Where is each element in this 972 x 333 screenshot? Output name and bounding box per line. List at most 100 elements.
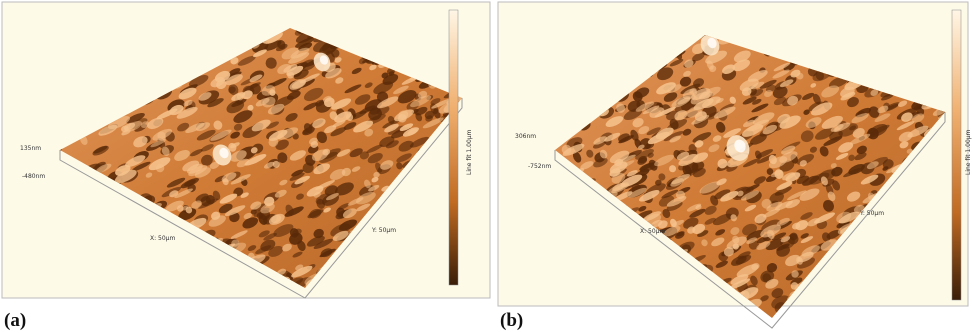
texture-blob <box>708 144 720 153</box>
texture-blob <box>242 217 259 229</box>
texture-blob <box>335 182 354 196</box>
texture-blob <box>732 235 740 244</box>
texture-blob <box>909 312 919 318</box>
texture-blob <box>694 140 704 148</box>
texture-blob <box>899 141 909 149</box>
texture-blob <box>868 106 880 118</box>
texture-blob <box>422 117 444 129</box>
texture-blob <box>364 128 374 137</box>
texture-blob <box>799 160 807 167</box>
texture-blob <box>183 99 193 107</box>
texture-blob <box>228 86 236 94</box>
texture-blob <box>680 83 701 95</box>
texture-blob <box>776 181 793 191</box>
texture-blob <box>635 148 654 160</box>
texture-blob <box>684 162 699 174</box>
texture-blob <box>616 160 635 170</box>
texture-blob <box>228 68 241 76</box>
texture-blob <box>766 201 783 212</box>
texture-blob <box>294 175 310 185</box>
texture-blob <box>359 151 370 160</box>
texture-blob <box>313 238 333 249</box>
texture-blob <box>787 190 807 201</box>
texture-blob <box>795 220 809 231</box>
texture-blob <box>888 307 902 316</box>
texture-blob <box>785 254 801 267</box>
texture-blob <box>712 135 722 142</box>
texture-blob <box>309 208 322 219</box>
texture-blob <box>679 76 692 87</box>
texture-blob <box>313 191 321 198</box>
texture-blob <box>150 138 167 148</box>
texture-blob <box>692 132 712 143</box>
texture-blob <box>799 188 820 201</box>
texture-blob <box>766 168 774 175</box>
texture-blob <box>716 178 727 186</box>
texture-blob <box>666 84 682 94</box>
texture-blob <box>780 236 791 243</box>
texture-blob <box>701 239 708 247</box>
texture-blob <box>593 136 608 145</box>
texture-blob <box>399 123 414 132</box>
texture-blob <box>230 230 248 240</box>
texture-blob <box>607 312 617 318</box>
texture-blob <box>875 307 884 314</box>
texture-blob <box>279 179 288 186</box>
texture-blob <box>289 150 306 161</box>
texture-blob <box>225 74 243 86</box>
texture-blob <box>145 172 153 178</box>
texture-blob <box>410 95 432 108</box>
texture-blob <box>332 120 346 128</box>
texture-blob <box>264 40 282 51</box>
texture-blob <box>197 198 219 209</box>
texture-blob <box>754 150 762 160</box>
texture-blob <box>322 95 332 103</box>
texture-blob <box>669 165 677 173</box>
texture-blob <box>323 207 331 213</box>
texture-blob <box>640 315 659 318</box>
texture-blob <box>742 124 764 137</box>
texture-blob <box>697 230 709 237</box>
texture-blob <box>255 98 270 107</box>
texture-blob <box>156 108 178 120</box>
texture-blob <box>766 263 778 273</box>
texture-blob <box>819 146 829 157</box>
texture-blob <box>779 151 798 163</box>
texture-blob <box>322 148 331 156</box>
texture-blob <box>373 171 380 178</box>
texture-blob <box>943 312 945 318</box>
texture-blob <box>307 235 325 247</box>
texture-blob <box>303 123 313 134</box>
texture-blob <box>838 142 854 153</box>
texture-blob <box>642 211 662 222</box>
texture-blob <box>114 169 137 184</box>
texture-blob <box>638 190 660 202</box>
texture-blob <box>779 79 794 88</box>
texture-blob <box>326 193 339 201</box>
texture-blob <box>635 101 655 112</box>
texture-blob <box>369 64 377 71</box>
texture-blob <box>737 251 751 260</box>
texture-blob <box>177 122 190 132</box>
texture-blob <box>250 147 258 154</box>
texture-blob <box>431 98 452 109</box>
y-axis-label: Y: 50µm <box>859 210 884 217</box>
texture-blob <box>771 288 784 299</box>
texture-blob <box>803 109 810 115</box>
texture-blob <box>750 89 764 98</box>
texture-blob <box>224 205 246 217</box>
texture-blob <box>632 91 643 102</box>
texture-blob <box>723 247 734 257</box>
texture-blob <box>310 141 319 148</box>
texture-blob <box>586 149 594 158</box>
texture-blob <box>704 217 716 225</box>
texture-blob <box>371 176 379 183</box>
texture-blob <box>368 108 382 121</box>
base-edge <box>554 112 946 329</box>
texture-blob <box>887 316 894 318</box>
texture-blob <box>165 200 184 212</box>
texture-blob <box>133 136 148 148</box>
z-max-label: 135nm <box>20 145 41 152</box>
texture-blob <box>849 133 871 145</box>
